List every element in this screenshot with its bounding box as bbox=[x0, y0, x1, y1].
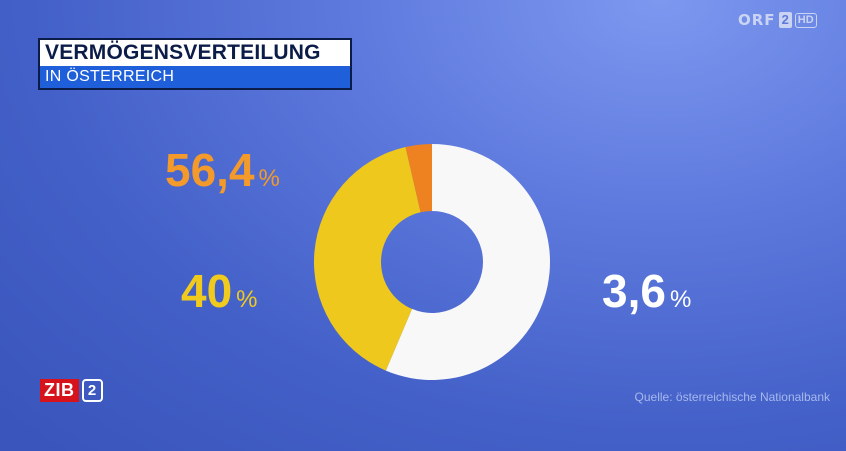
orf-logo-number: 2 bbox=[778, 12, 792, 28]
slice-value: 40 bbox=[181, 265, 233, 317]
title-box: VERMÖGENSVERTEILUNG IN ÖSTERREICH bbox=[38, 38, 352, 90]
orf2-hd-logo: ORF 2 HD bbox=[738, 11, 817, 29]
source-note: Quelle: österreichische Nationalbank bbox=[634, 390, 830, 404]
chart-title: VERMÖGENSVERTEILUNG bbox=[40, 40, 350, 66]
orf-logo-word: ORF bbox=[738, 11, 776, 29]
zib2-logo: ZIB 2 bbox=[40, 379, 103, 402]
donut-slice-0 bbox=[385, 144, 550, 380]
slice-label-40: 40 % bbox=[181, 264, 258, 318]
slice-unit: % bbox=[669, 286, 692, 313]
slice-value: 56,4 bbox=[165, 144, 255, 196]
slice-label-56-4: 56,4 % bbox=[165, 143, 280, 197]
hd-badge: HD bbox=[794, 12, 817, 28]
zib-logo-number: 2 bbox=[81, 379, 103, 402]
zib-logo-word: ZIB bbox=[40, 379, 79, 402]
slice-value: 3,6 bbox=[602, 265, 666, 317]
slice-unit: % bbox=[236, 286, 258, 313]
chart-subtitle: IN ÖSTERREICH bbox=[40, 66, 350, 88]
slice-label-3-6: 3,6 % bbox=[602, 264, 691, 318]
donut-slice-1 bbox=[313, 147, 421, 371]
donut-slice-2 bbox=[405, 144, 432, 213]
slice-unit: % bbox=[258, 165, 280, 192]
